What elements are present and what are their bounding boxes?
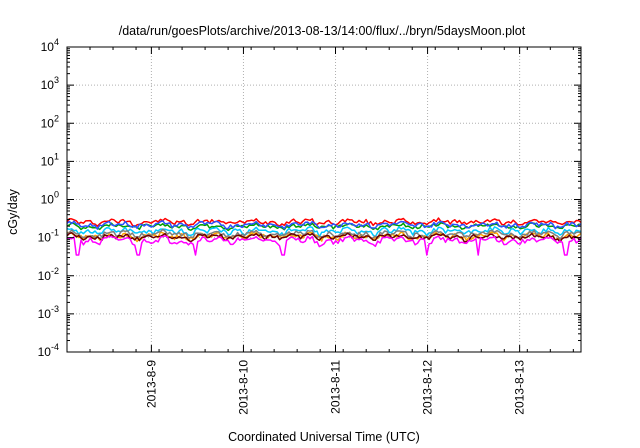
series-line-3 xyxy=(66,220,582,230)
x-tick-label: 2013-8-12 xyxy=(421,360,435,415)
y-axis-title: cGy/day xyxy=(6,188,20,235)
y-tick-exponent: 1 xyxy=(54,151,59,161)
y-tick-exponent: -4 xyxy=(51,342,59,352)
plot-frame xyxy=(66,46,582,353)
y-tick-base: 10 xyxy=(38,231,52,245)
y-tick-exponent: 0 xyxy=(54,190,59,200)
y-tick-exponent: -3 xyxy=(51,304,59,314)
y-tick-exponent: 4 xyxy=(54,37,59,47)
y-tick-base: 10 xyxy=(41,40,55,54)
series-lines xyxy=(66,217,582,256)
grid xyxy=(67,47,581,352)
axis-ticks xyxy=(67,46,581,353)
series-line-8 xyxy=(66,235,582,256)
y-tick-base: 10 xyxy=(38,345,52,359)
y-tick-base: 10 xyxy=(41,116,55,130)
y-tick-label: 10-3 xyxy=(38,304,59,321)
chart-title: /data/run/goesPlots/archive/2013-08-13/1… xyxy=(119,24,526,38)
y-tick-label: 101 xyxy=(41,151,59,168)
y-tick-label: 10-2 xyxy=(38,266,59,283)
series-line-1 xyxy=(66,217,582,228)
y-tick-label: 102 xyxy=(41,113,59,130)
y-tick-exponent: -2 xyxy=(51,266,59,276)
series-line-4 xyxy=(66,226,582,238)
x-tick-labels: 2013-8-9 2013-8-10 2013-8-11 2013-8-12 2013-… xyxy=(144,360,526,415)
y-tick-label: 100 xyxy=(41,190,59,207)
y-tick-base: 10 xyxy=(41,78,55,92)
y-tick-base: 10 xyxy=(38,269,52,283)
y-tick-exponent: 2 xyxy=(54,113,59,123)
y-tick-base: 10 xyxy=(38,307,52,321)
x-tick-label: 2013-8-13 xyxy=(513,360,527,415)
y-tick-label: 10-4 xyxy=(38,342,59,359)
y-tick-label: 10-1 xyxy=(38,228,59,245)
x-axis-title: Coordinated Universal Time (UTC) xyxy=(228,430,420,444)
y-tick-exponent: -1 xyxy=(51,228,59,238)
x-tick-label: 2013-8-9 xyxy=(144,360,158,408)
y-tick-base: 10 xyxy=(41,193,55,207)
y-tick-base: 10 xyxy=(41,154,55,168)
x-tick-label: 2013-8-10 xyxy=(236,360,250,415)
y-tick-label: 104 xyxy=(41,37,59,54)
x-tick-label: 2013-8-11 xyxy=(329,360,343,414)
y-tick-label: 103 xyxy=(41,75,59,92)
y-tick-exponent: 3 xyxy=(54,75,59,85)
